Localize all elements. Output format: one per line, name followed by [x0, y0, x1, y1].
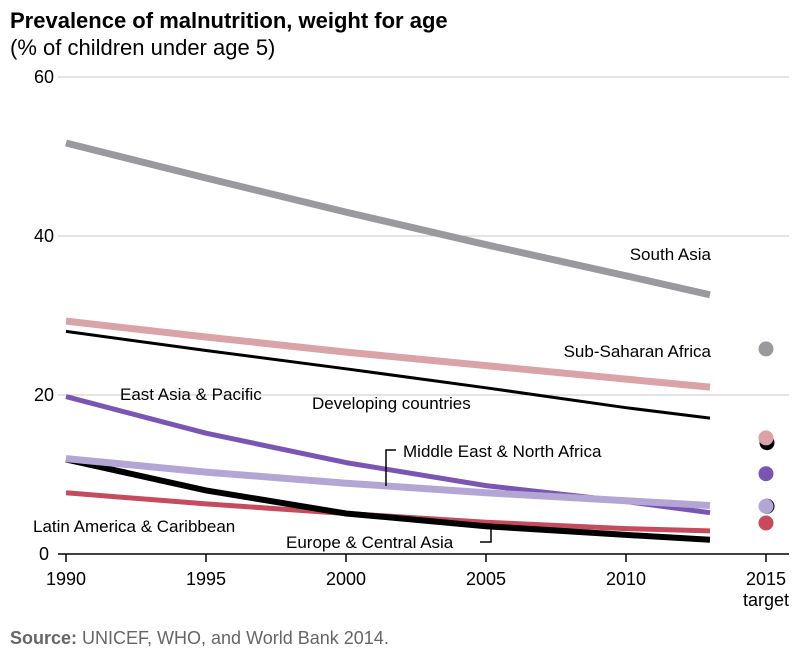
x-axis: 1990 1995 2000 2005 2010 2015	[46, 554, 786, 589]
y-tick-label-0: 0	[39, 544, 49, 564]
series-line-europe-central-asia	[65, 456, 711, 543]
x-tick-label-2010: 2010	[606, 569, 646, 589]
target-label: target	[743, 590, 789, 610]
series-line-developing-countries	[65, 329, 711, 420]
x-tick-label-1995: 1995	[186, 569, 226, 589]
target-dot-south-asia	[758, 341, 774, 357]
target-dot-latin-america-caribbean	[758, 515, 774, 531]
chart-subtitle: (% of children under age 5)	[10, 35, 275, 60]
series-line-sub-saharan-africa	[65, 317, 711, 391]
label-south-asia: South Asia	[630, 245, 712, 264]
series-line-middle-east-north-africa	[65, 455, 711, 509]
source-label: Source:	[10, 628, 77, 648]
leader-middle-east	[385, 449, 396, 486]
target-dot-sub-saharan-africa	[758, 430, 774, 446]
y-tick-label-20: 20	[34, 385, 54, 405]
target-dot-middle-east-north-africa	[758, 498, 774, 514]
series-line-east-asia-pacific	[65, 394, 711, 516]
x-tick-label-2015: 2015	[746, 569, 786, 589]
target-dot-east-asia-pacific	[758, 466, 774, 482]
x-tick-label-1990: 1990	[46, 569, 86, 589]
label-developing-countries: Developing countries	[312, 394, 471, 413]
label-middle-east-north-africa: Middle East & North Africa	[403, 442, 602, 461]
x-tick-label-2000: 2000	[326, 569, 366, 589]
y-tick-label-60: 60	[34, 67, 54, 87]
label-latin-america-caribbean: Latin America & Caribbean	[33, 517, 235, 536]
y-axis: 0 20 40 60	[34, 67, 54, 564]
y-tick-label-40: 40	[34, 226, 54, 246]
x-tick-label-2005: 2005	[466, 569, 506, 589]
leader-europe	[480, 529, 492, 543]
source-text: UNICEF, WHO, and World Bank 2014.	[77, 628, 389, 648]
source-note: Source: UNICEF, WHO, and World Bank 2014…	[10, 628, 389, 648]
series-labels: South Asia Sub-Saharan Africa Developing…	[33, 245, 712, 552]
label-sub-saharan-africa: Sub-Saharan Africa	[564, 342, 712, 361]
label-east-asia-pacific: East Asia & Pacific	[120, 385, 262, 404]
label-europe-central-asia: Europe & Central Asia	[286, 533, 454, 552]
series-line-south-asia	[65, 139, 711, 299]
grid	[58, 76, 789, 555]
target-markers	[758, 341, 775, 531]
chart-title: Prevalence of malnutrition, weight for a…	[10, 8, 448, 33]
plot-lines	[65, 139, 711, 543]
